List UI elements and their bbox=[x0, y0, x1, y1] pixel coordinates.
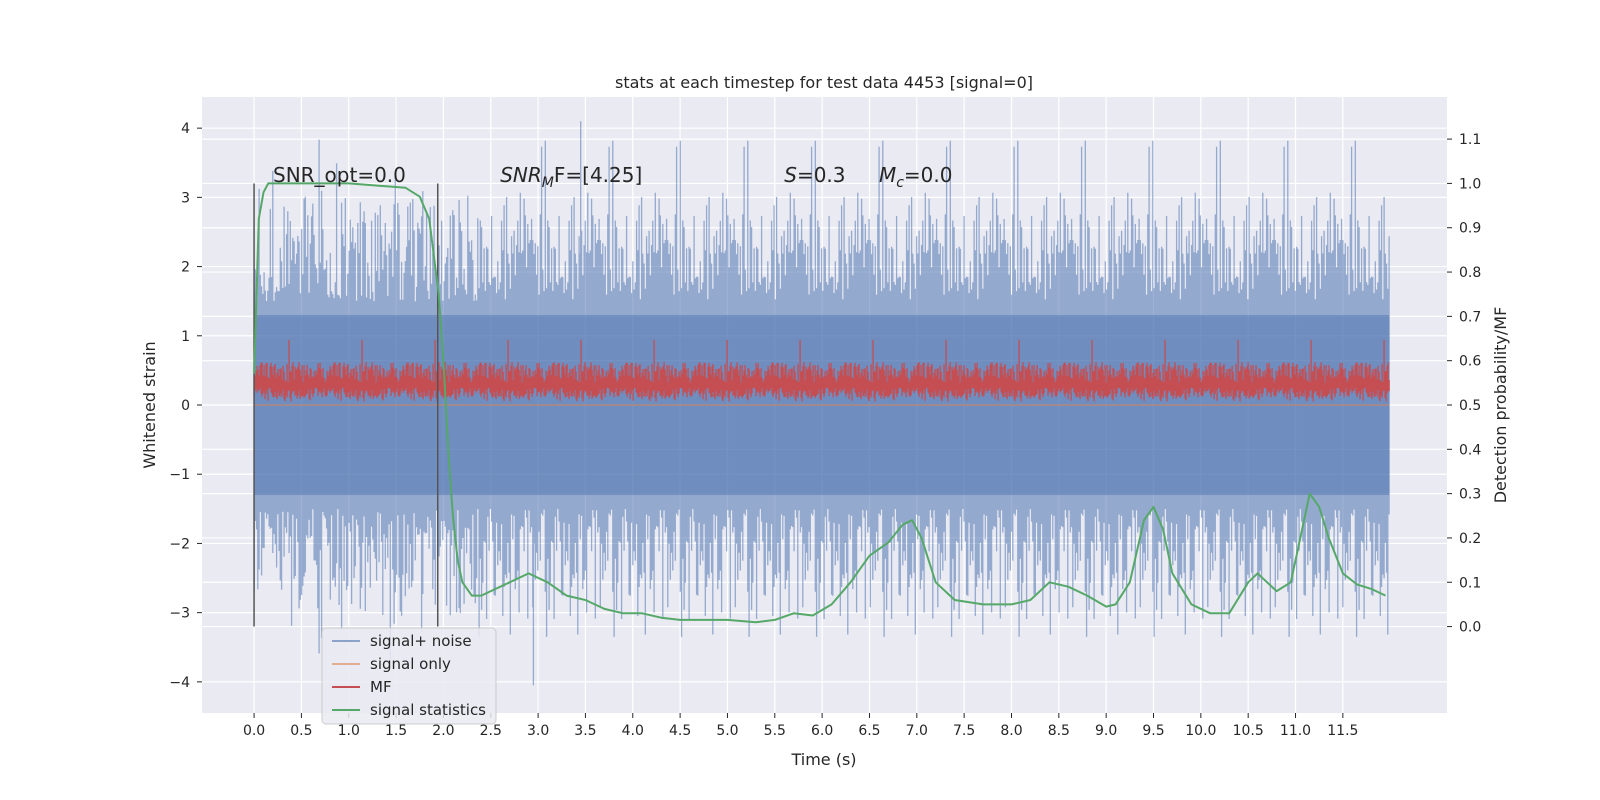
y-axis-left-label: Whitened strain bbox=[140, 341, 159, 468]
x-tick-label: 2.5 bbox=[480, 723, 502, 739]
y-left-tick-label: 1 bbox=[181, 329, 190, 345]
y-left-tick-label: 4 bbox=[181, 121, 190, 137]
x-axis-label: Time (s) bbox=[790, 750, 856, 769]
y-left-tick-label: 3 bbox=[181, 190, 190, 206]
x-tick-label: 1.5 bbox=[385, 723, 407, 739]
y-right-tick-label: 0.4 bbox=[1459, 442, 1481, 458]
x-tick-label: 6.5 bbox=[858, 723, 880, 739]
legend-label: signal statistics bbox=[370, 701, 486, 719]
y-right-tick-label: 0.1 bbox=[1459, 575, 1481, 591]
y-left-tick-label: 2 bbox=[181, 260, 190, 276]
x-tick-label: 4.0 bbox=[622, 723, 644, 739]
annotation-s_stat: S=0.3 bbox=[784, 163, 845, 187]
y-right-tick-label: 0.8 bbox=[1459, 265, 1481, 281]
x-tick-label: 11.0 bbox=[1280, 723, 1311, 739]
y-right-tick-label: 0.9 bbox=[1459, 221, 1481, 237]
x-tick-label: 5.0 bbox=[716, 723, 738, 739]
y-right-tick-label: 0.3 bbox=[1459, 487, 1481, 503]
y-right-tick-label: 0.7 bbox=[1459, 309, 1481, 325]
x-tick-label: 5.5 bbox=[764, 723, 786, 739]
x-tick-label: 7.5 bbox=[953, 723, 975, 739]
y-right-tick-label: 0.5 bbox=[1459, 398, 1481, 414]
x-tick-label: 2.0 bbox=[432, 723, 454, 739]
legend-box bbox=[321, 627, 497, 725]
x-tick-label: 4.5 bbox=[669, 723, 691, 739]
y-axis-right-label: Detection probability/MF bbox=[1491, 307, 1510, 504]
y-right-tick-label: 0.0 bbox=[1459, 620, 1481, 636]
x-tick-label: 1.0 bbox=[338, 723, 360, 739]
x-tick-label: 7.0 bbox=[906, 723, 928, 739]
x-tick-label: 9.0 bbox=[1095, 723, 1117, 739]
y-left-tick-label: −1 bbox=[169, 467, 190, 483]
annotation-snr_mf: SNRMF=[4.25] bbox=[500, 163, 642, 191]
series-signal-statistics bbox=[253, 182, 1386, 624]
y-right-tick-label: 0.2 bbox=[1459, 531, 1481, 547]
annotations: SNR_opt=0.0 SNRMF=[4.25] S=0.3 Mc=0.0 bbox=[273, 163, 952, 191]
x-tick-label: 8.5 bbox=[1048, 723, 1070, 739]
y-right-tick-label: 1.0 bbox=[1459, 176, 1481, 192]
x-tick-label: 6.0 bbox=[811, 723, 833, 739]
legend-label: signal only bbox=[370, 655, 451, 673]
y-left-tick-label: −4 bbox=[169, 675, 190, 691]
x-tick-label: 8.0 bbox=[1000, 723, 1022, 739]
y-right-tick-label: 0.6 bbox=[1459, 354, 1481, 370]
y-right-tick-label: 1.1 bbox=[1459, 132, 1481, 148]
x-tick-label: 0.5 bbox=[290, 723, 312, 739]
annotation-mc_stat: Mc=0.0 bbox=[879, 163, 953, 191]
series-layer bbox=[253, 121, 1390, 686]
x-tick-label: 10.0 bbox=[1185, 723, 1216, 739]
y-left-tick-label: 0 bbox=[181, 398, 190, 414]
legend-label: signal+ noise bbox=[370, 632, 472, 650]
annotation-snr_opt: SNR_opt=0.0 bbox=[273, 163, 406, 187]
legend: signal+ noise signal only MF signal statist… bbox=[321, 627, 497, 725]
axes: 0.0 0.5 1.0 1.5 2.0 2.5 3.0 3.5 4.0 4.5 5.0 5.5 6.0 6… bbox=[169, 121, 1481, 739]
x-tick-label: 9.5 bbox=[1142, 723, 1164, 739]
y-left-tick-label: −2 bbox=[169, 536, 190, 552]
chart-title: stats at each timestep for test data 445… bbox=[615, 73, 1033, 92]
y-left-tick-label: −3 bbox=[169, 606, 190, 622]
x-tick-label: 0.0 bbox=[243, 723, 265, 739]
x-tick-label: 11.5 bbox=[1327, 723, 1358, 739]
x-tick-label: 3.5 bbox=[574, 723, 596, 739]
x-tick-label: 10.5 bbox=[1233, 723, 1264, 739]
legend-label: MF bbox=[370, 678, 392, 696]
x-tick-label: 3.0 bbox=[527, 723, 549, 739]
